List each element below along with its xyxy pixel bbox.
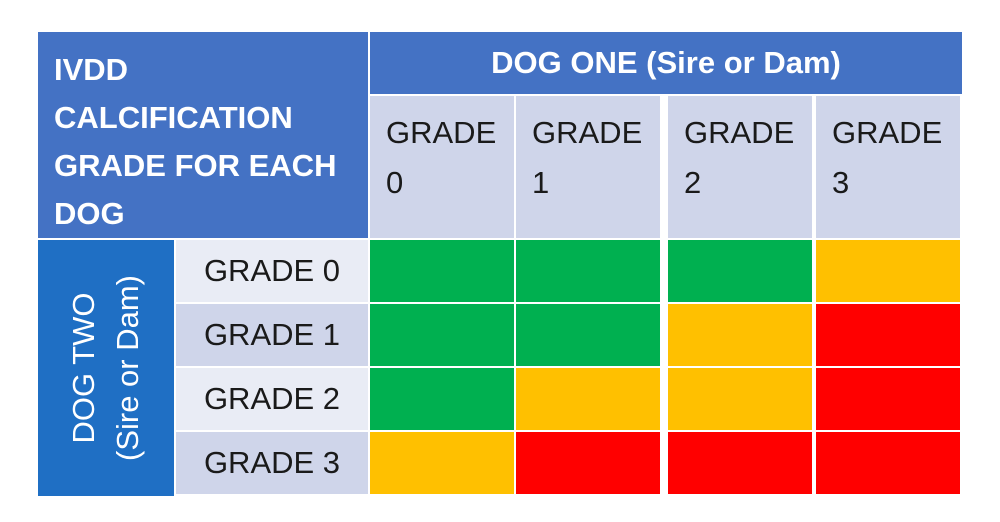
- column-header: GRADE 3: [816, 96, 960, 238]
- heatmap-cell: [816, 368, 960, 430]
- column-header-number: 3: [832, 165, 850, 200]
- row-group-header: DOG TWO (Sire or Dam): [38, 240, 174, 496]
- column-header-number: 2: [684, 165, 702, 200]
- heatmap-cell: [816, 304, 960, 366]
- column-header: GRADE 1: [516, 96, 660, 238]
- heatmap-cell: [668, 240, 812, 302]
- column-header-word: GRADE: [386, 115, 497, 150]
- corner-title-line: DOG: [54, 196, 125, 231]
- row-header: GRADE 0: [176, 240, 368, 302]
- heatmap-cell: [816, 240, 960, 302]
- heatmap-cell: [370, 304, 514, 366]
- column-header: GRADE 0: [370, 96, 514, 238]
- row-group-title-line: DOG TWO: [66, 292, 102, 444]
- heatmap-cell: [370, 432, 514, 494]
- heatmap-cell: [668, 304, 812, 366]
- column-header-word: GRADE: [832, 115, 943, 150]
- heatmap-cell: [516, 304, 660, 366]
- row-header: GRADE 3: [176, 432, 368, 494]
- corner-header: IVDD CALCIFICATION GRADE FOR EACH DOG: [38, 32, 368, 238]
- column-header-number: 0: [386, 165, 404, 200]
- heatmap-cell: [516, 432, 660, 494]
- column-header: GRADE 2: [668, 96, 812, 238]
- heatmap-cell: [516, 240, 660, 302]
- heatmap-cell: [668, 368, 812, 430]
- row-group-title: DOG TWO (Sire or Dam): [62, 275, 150, 461]
- heatmap-cell: [668, 432, 812, 494]
- row-header: GRADE 1: [176, 304, 368, 366]
- heatmap-cell: [516, 368, 660, 430]
- heatmap-cell: [370, 368, 514, 430]
- row-header: GRADE 2: [176, 368, 368, 430]
- row-group-title-line: (Sire or Dam): [110, 274, 146, 462]
- heatmap-cell: [370, 240, 514, 302]
- corner-title-line: IVDD: [54, 52, 129, 87]
- column-group-header: DOG ONE (Sire or Dam): [370, 32, 962, 94]
- heatmap-cell: [816, 432, 960, 494]
- column-header-number: 1: [532, 165, 550, 200]
- corner-title-line: CALCIFICATION: [54, 100, 293, 135]
- corner-title-line: GRADE FOR EACH: [54, 148, 337, 183]
- column-header-word: GRADE: [684, 115, 795, 150]
- column-header-word: GRADE: [532, 115, 643, 150]
